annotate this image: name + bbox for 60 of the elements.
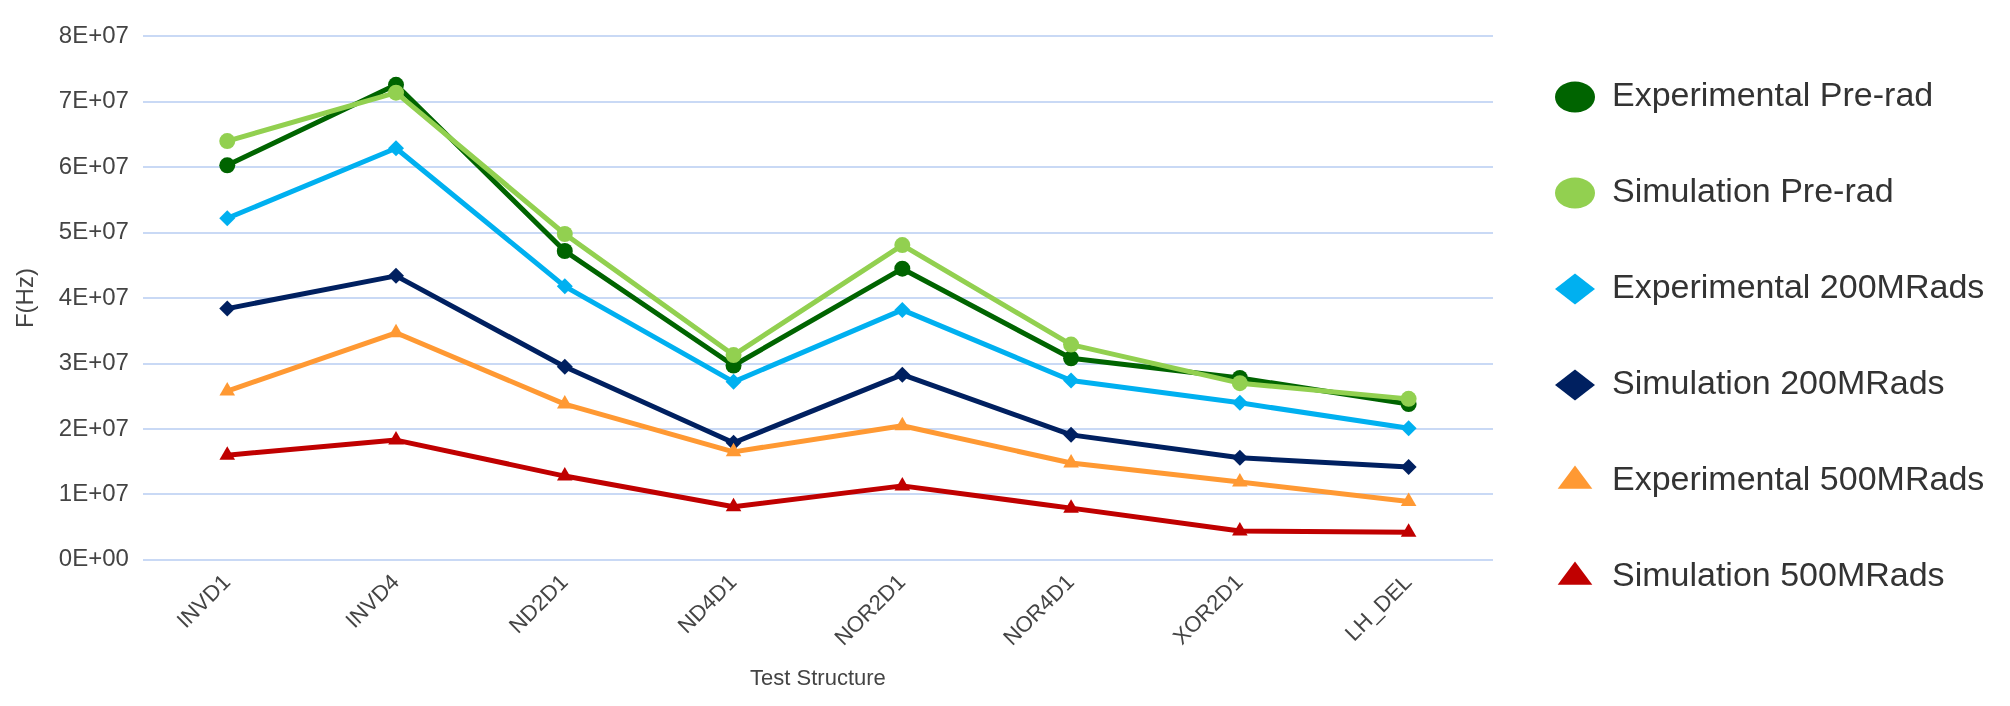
point [1063, 499, 1079, 513]
point [388, 431, 404, 445]
point [219, 210, 236, 227]
point [1400, 458, 1417, 475]
point [1400, 390, 1417, 407]
legend-label: Simulation Pre-rad [1612, 171, 1894, 210]
point [1063, 372, 1080, 389]
point [1231, 449, 1248, 466]
legend-label: Simulation 500MRads [1612, 555, 1945, 594]
y-tick-label: 4E+07 [58, 282, 129, 310]
point [725, 347, 742, 364]
point [1400, 523, 1417, 537]
point [725, 442, 742, 457]
point [1232, 522, 1248, 536]
y-tick-label: 5E+07 [58, 217, 129, 245]
point [894, 260, 911, 277]
point [1063, 453, 1079, 468]
point [1063, 426, 1080, 443]
legend-label: Simulation 200MRads [1612, 363, 1945, 402]
point [388, 140, 405, 157]
point [1231, 394, 1248, 411]
y-tick-label: 2E+07 [58, 413, 129, 441]
legend-label: Experimental Pre-rad [1612, 75, 1934, 114]
point [556, 467, 573, 481]
point [894, 476, 911, 491]
y-tick-label: 8E+07 [58, 21, 129, 49]
point [388, 323, 404, 338]
point [1400, 492, 1417, 507]
point [388, 84, 405, 101]
point [388, 267, 405, 284]
point [894, 416, 911, 431]
point [556, 395, 573, 409]
point [556, 225, 573, 242]
legend-label: Experimental 500MRads [1612, 459, 1985, 498]
point [556, 278, 573, 295]
y-tick-label: 3E+07 [58, 348, 129, 376]
point [894, 301, 911, 318]
y-tick-label: 0E+00 [58, 544, 129, 572]
point [1232, 472, 1248, 487]
point [725, 373, 742, 390]
legend-label: Experimental 200MRads [1612, 267, 1985, 306]
point [1231, 375, 1248, 392]
x-axis-title: Test Structure [750, 664, 886, 690]
point [894, 366, 911, 383]
y-axis-title: F(Hz) [11, 268, 39, 329]
point [725, 497, 742, 512]
point [894, 237, 911, 254]
y-tick-label: 1E+07 [58, 479, 129, 507]
point [1063, 336, 1080, 353]
point [219, 446, 236, 460]
point [219, 157, 236, 174]
y-tick-label: 6E+07 [58, 151, 129, 179]
point [219, 382, 236, 396]
point [1063, 350, 1080, 367]
point [556, 358, 573, 375]
point [556, 243, 573, 260]
y-tick-label: 7E+07 [58, 86, 129, 114]
point [1400, 420, 1417, 437]
point [219, 300, 236, 317]
point [219, 133, 236, 150]
